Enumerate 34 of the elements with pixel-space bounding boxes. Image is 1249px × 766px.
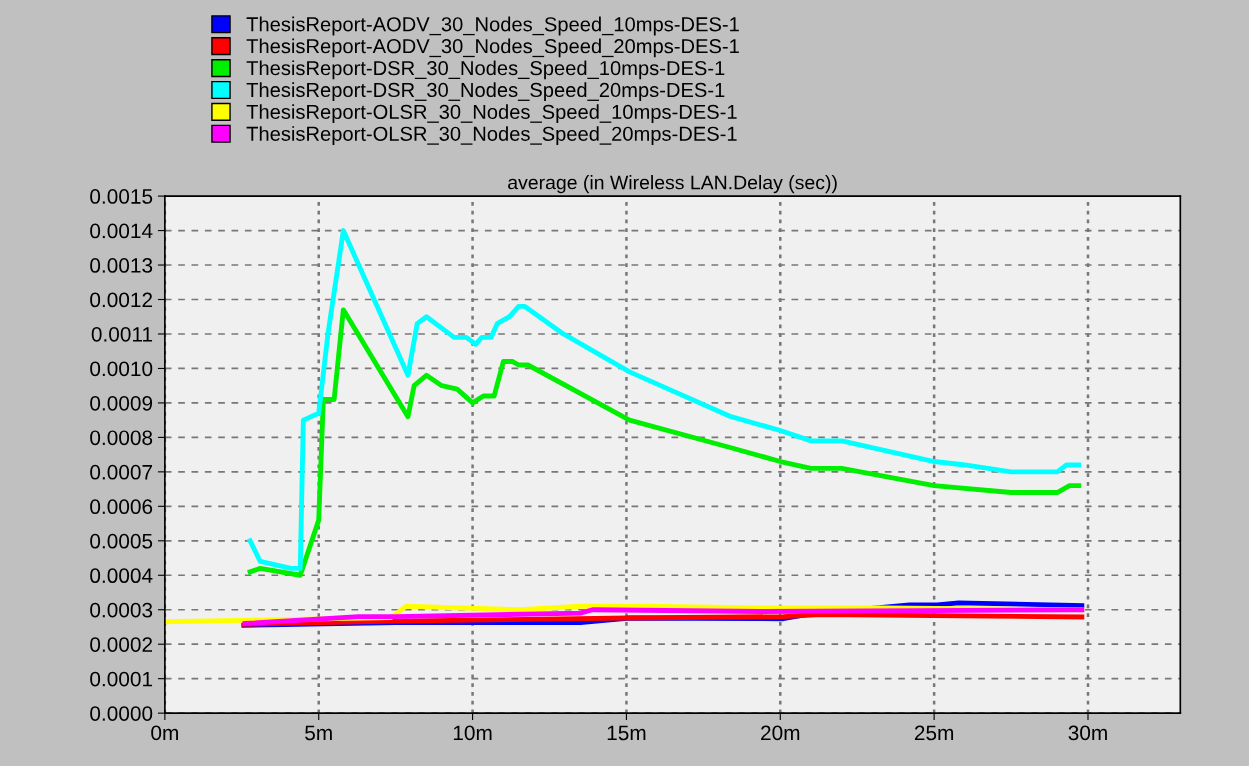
- x-tick-label: 20m: [761, 725, 800, 741]
- legend-label: ThesisReport-DSR_30_Nodes_Speed_10mps-DES-1: [246, 60, 725, 80]
- y-tick-label: 0.0003: [90, 602, 153, 618]
- x-tick-label: 30m: [1068, 725, 1107, 741]
- x-tick-label: 10m: [453, 725, 492, 741]
- y-tick-label: 0.0010: [90, 361, 153, 377]
- legend-label: ThesisReport-OLSR_30_Nodes_Speed_10mps-DES-1: [246, 104, 737, 123]
- y-tick-label: 0.0013: [90, 258, 153, 273]
- line-series: [247, 228, 1082, 571]
- x-tick-label: 25m: [914, 725, 954, 741]
- y-tick-label: 0.0014: [90, 223, 153, 239]
- y-tick-label: 0.0011: [91, 326, 153, 342]
- y-tick-label: 0.0006: [90, 499, 153, 515]
- y-tick-label: 0.0000: [90, 706, 153, 721]
- chart-title: average (in Wireless LAN.Delay (sec)): [508, 175, 837, 194]
- y-tick-label: 0.0004: [90, 568, 153, 584]
- y-tick-label: 0.0012: [90, 292, 153, 308]
- legend-label: ThesisReport-AODV_30_Nodes_Speed_20mps-DES-1: [246, 38, 739, 58]
- legend-label: ThesisReport-OLSR_30_Nodes_Speed_20mps-DES-1: [246, 126, 737, 145]
- y-tick-label: 0.0007: [90, 464, 153, 480]
- legend-label: ThesisReport-AODV_30_Nodes_Speed_10mps-DES-1: [246, 16, 739, 36]
- x-tick-label: 15m: [607, 725, 646, 741]
- y-tick-label: 0.0002: [90, 637, 153, 652]
- y-tick-label: 0.0005: [90, 533, 153, 549]
- y-tick-label: 0.0015: [90, 189, 153, 204]
- line-series: [247, 307, 1082, 578]
- y-tick-label: 0.0001: [90, 671, 153, 687]
- legend-label: ThesisReport-DSR_30_Nodes_Speed_20mps-DES-1: [246, 82, 725, 102]
- x-tick-label: 0m: [151, 725, 178, 741]
- line-series: [241, 612, 1085, 627]
- x-tick-label: 5m: [305, 725, 332, 741]
- line-series: [242, 607, 1085, 626]
- y-tick-label: 0.0008: [90, 430, 153, 446]
- y-tick-label: 0.0009: [90, 395, 153, 411]
